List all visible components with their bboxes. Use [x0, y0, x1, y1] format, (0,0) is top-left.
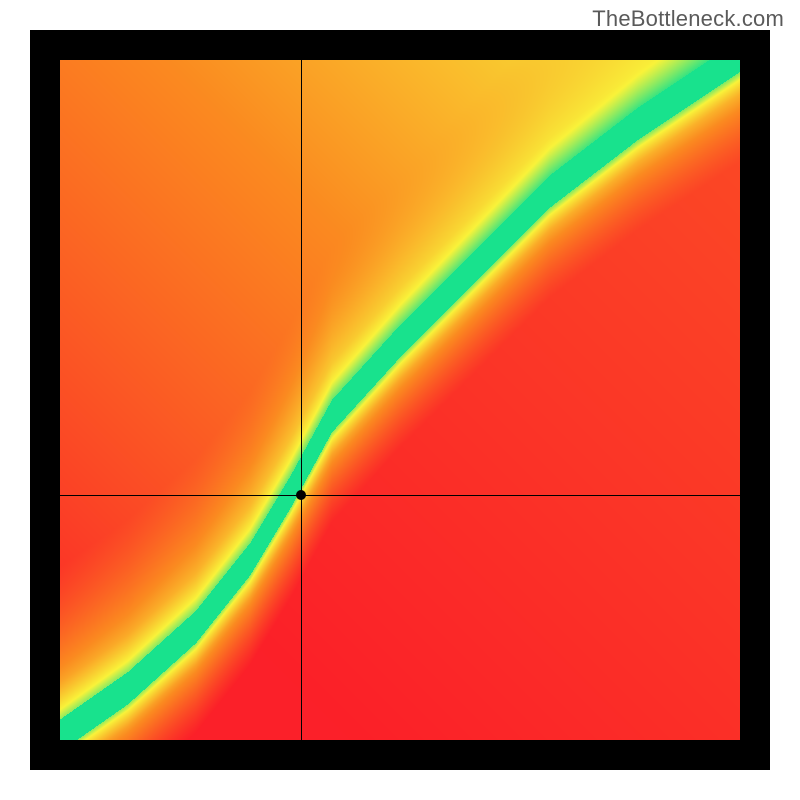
- plot-frame: [30, 30, 770, 770]
- crosshair-vertical: [301, 60, 302, 740]
- watermark-text: TheBottleneck.com: [592, 6, 784, 32]
- crosshair-horizontal: [60, 495, 740, 496]
- heatmap-canvas: [60, 60, 740, 740]
